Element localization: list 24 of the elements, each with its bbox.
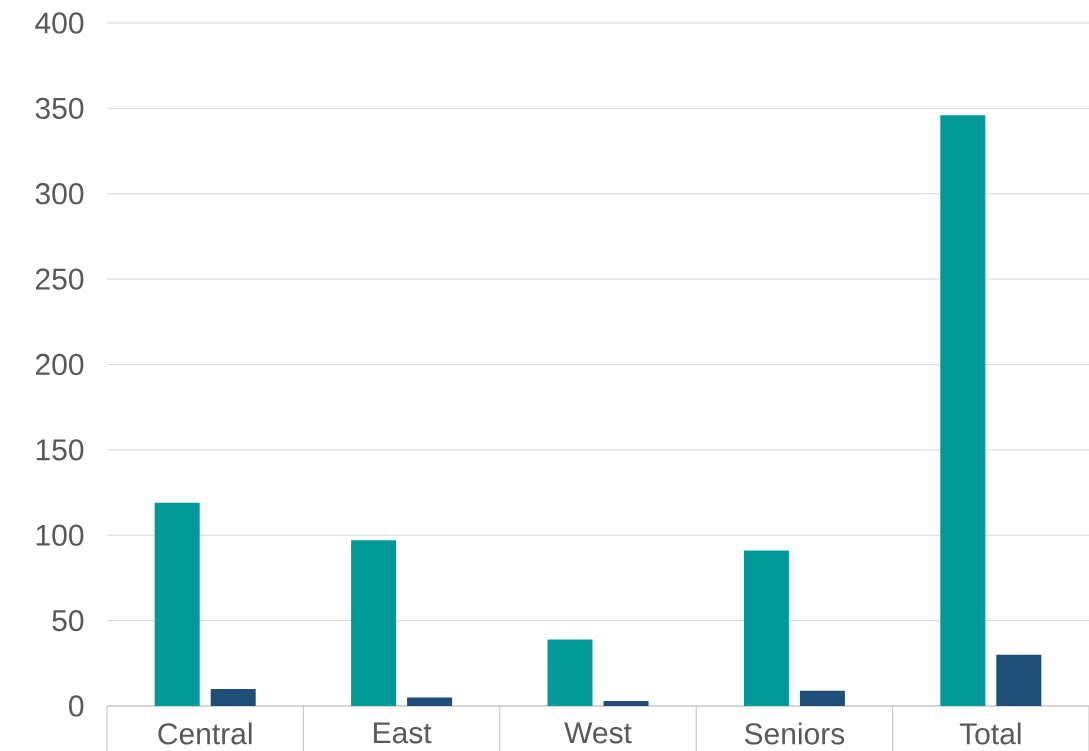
y-tick-label: 200 [36,353,84,376]
bar [547,639,593,706]
bar [603,700,649,706]
x-tick-label: Central [158,722,252,745]
x-tick-label: East [374,722,432,744]
x-tick-label: West [564,722,632,744]
bar [351,540,397,706]
bar [996,654,1042,706]
x-tick-label: Total [959,722,1021,745]
y-tick-label: 250 [36,268,84,290]
y-tick-label: 50 [52,610,84,632]
bar [799,690,845,706]
y-tick-label: 0 [69,695,84,717]
bar [210,688,256,706]
y-tick-label: 100 [36,524,84,546]
y-tick-label: 350 [35,97,84,119]
bar [743,550,789,706]
y-tick-label: 150 [36,439,84,461]
x-tick-label: Seniors [744,722,845,745]
bar [940,115,986,706]
bar [154,502,200,706]
y-tick-label: 300 [35,183,84,205]
y-tick-label: 400 [35,12,84,34]
bar [407,697,453,706]
